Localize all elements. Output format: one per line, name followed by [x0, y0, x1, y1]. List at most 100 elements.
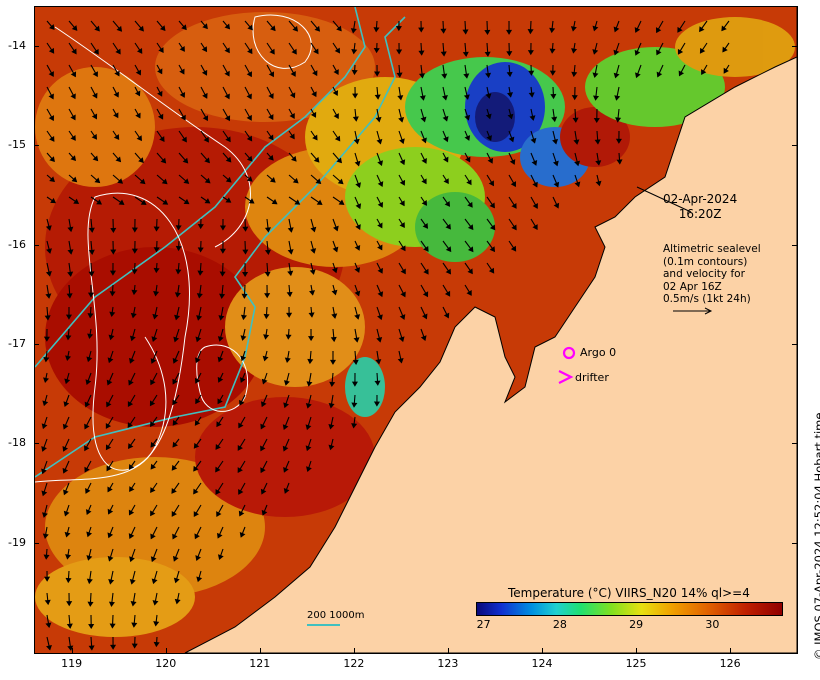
velocity-arrow-head [108, 334, 115, 341]
velocity-arrow-head [65, 355, 72, 361]
velocity-arrow-head [46, 248, 52, 254]
velocity-arrow-head [84, 445, 90, 452]
velocity-arrow-head [440, 28, 447, 34]
velocity-arrow-head [41, 446, 47, 452]
velocity-arrow-head [284, 357, 291, 363]
velocity-arrow-head [96, 199, 102, 205]
velocity-arrow-head [246, 135, 253, 142]
velocity-arrow-head [196, 576, 203, 583]
velocity-arrow-head [193, 465, 199, 472]
velocity-arrow-head [332, 246, 339, 253]
date-pointer-line [636, 186, 692, 213]
velocity-arrow-head [171, 487, 177, 494]
velocity-arrow-head [217, 532, 223, 539]
velocity-arrow-head [224, 23, 231, 30]
velocity-arrow-head [355, 182, 361, 189]
velocity-arrow-head [217, 356, 224, 363]
velocity-arrow-head [195, 555, 202, 561]
time-text: 16:20Z [678, 207, 722, 221]
lon-tick-mark [165, 648, 167, 653]
velocity-arrow-head [377, 291, 384, 298]
velocity-arrow-head [85, 379, 92, 386]
velocity-arrow-head [225, 176, 232, 183]
velocity-arrow-head [421, 137, 427, 144]
velocity-arrow-head [505, 29, 513, 35]
velocity-arrow-head [215, 466, 221, 473]
lat-tick-mark [792, 443, 797, 445]
velocity-arrow-head [550, 93, 557, 100]
velocity-arrow-head [292, 177, 299, 184]
lat-tick-mark [792, 343, 797, 345]
velocity-arrow-head [463, 94, 470, 100]
map-frame[interactable] [34, 6, 798, 654]
velocity-arrow-head [395, 26, 402, 32]
velocity-arrow-head [510, 181, 517, 188]
velocity-arrow-head [129, 335, 136, 342]
velocity-arrow-head [261, 378, 268, 385]
lat-tick-mark [34, 45, 39, 47]
velocity-arrow-head [62, 467, 69, 474]
velocity-arrow-head [116, 25, 123, 32]
velocity-arrow-head [305, 445, 312, 452]
velocity-arrow-head [153, 291, 160, 297]
velocity-arrow-head [63, 489, 69, 496]
velocity-arrow-head [128, 464, 135, 470]
velocity-arrow-head [42, 400, 49, 407]
velocity-arrow-head [377, 267, 383, 274]
velocity-arrow-head [151, 578, 158, 585]
velocity-arrow-head [70, 93, 76, 100]
velocity-arrow-head [333, 225, 339, 232]
velocity-arrow-head [268, 114, 274, 121]
velocity-arrow-head [45, 225, 52, 231]
velocity-arrow-head [219, 293, 226, 299]
velocity-arrow-head [242, 226, 249, 232]
velocity-arrow-head [118, 199, 125, 205]
velocity-arrow-head [84, 401, 91, 408]
velocity-arrow-head [699, 47, 706, 54]
velocity-arrow-head [197, 223, 204, 230]
velocity-arrow-head [70, 155, 77, 161]
credit-text: © IMOS 07-Apr-2024 12:52:04 Hobart time [812, 412, 820, 660]
colorbar-title: Temperature (°C) VIIRS_N20 14% ql>=4 [508, 586, 750, 600]
velocity-arrow-head [336, 25, 342, 32]
velocity-arrow-head [134, 90, 141, 97]
land-mass [184, 7, 797, 653]
velocity-arrow-head [467, 268, 473, 275]
velocity-arrow-head [269, 48, 275, 55]
velocity-arrow-head [114, 70, 120, 77]
velocity-arrow-head [150, 556, 157, 563]
velocity-arrow-head [677, 26, 683, 33]
velocity-arrow-head [334, 47, 341, 54]
velocity-arrow-head [260, 423, 266, 430]
velocity-arrow-head [374, 71, 381, 77]
velocity-arrow-head [373, 27, 380, 33]
velocity-arrow-head [377, 181, 384, 188]
velocity-arrow-head [420, 116, 427, 123]
velocity-arrow-head [175, 225, 182, 231]
velocity-arrow-head [172, 357, 179, 364]
velocity-arrow-head [248, 198, 255, 204]
velocity-arrow-head [351, 48, 358, 55]
velocity-arrow-head [194, 533, 200, 540]
velocity-arrow-head [183, 198, 190, 205]
velocity-arrow-head [246, 93, 252, 100]
colorbar-tick-label: 27 [476, 618, 491, 631]
lat-tick-label: -18 [8, 436, 26, 450]
velocity-arrow-head [172, 419, 179, 426]
velocity-arrow-head [595, 160, 602, 166]
velocity-arrow-head [333, 113, 339, 120]
velocity-arrow-head [305, 424, 312, 431]
velocity-arrow-head [615, 138, 622, 144]
velocity-arrow-head [283, 402, 289, 409]
velocity-arrow-head [310, 111, 317, 118]
velocity-arrow-head [224, 93, 230, 100]
velocity-arrow-head [88, 623, 95, 630]
velocity-arrow-head [173, 577, 180, 584]
velocity-arrow-head [201, 69, 208, 76]
velocity-arrow-head [465, 156, 471, 163]
velocity-arrow-head [506, 71, 513, 78]
velocity-arrow-head [285, 334, 292, 340]
velocity-arrow-head [138, 157, 144, 164]
velocity-arrow-head [354, 314, 361, 320]
velocity-arrow-head [329, 359, 337, 365]
